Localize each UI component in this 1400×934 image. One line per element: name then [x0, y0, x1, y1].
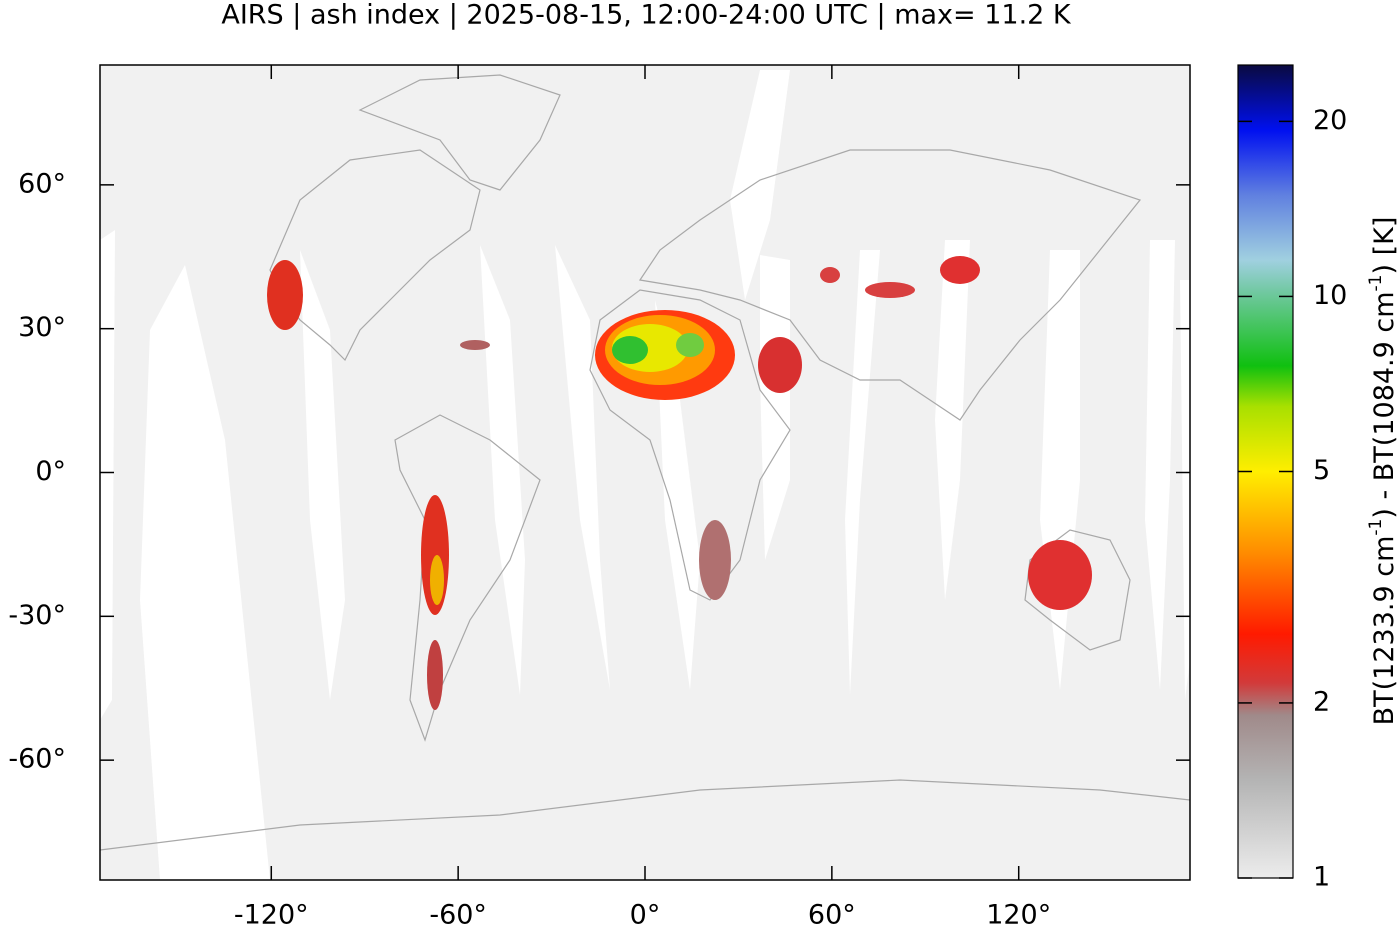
map-area [100, 65, 1190, 880]
x-tick-label: 60° [808, 900, 856, 931]
x-tick-label: 120° [986, 900, 1051, 931]
map-background [100, 65, 1190, 880]
colorbar-tick-label: 1 [1313, 862, 1330, 893]
y-tick-label: 60° [18, 168, 66, 199]
colorbar-label-part: ) [K] [1369, 217, 1400, 275]
colorbar-label-part: ) - BT(1084.9 cm [1369, 291, 1400, 518]
x-tick-label: -120° [234, 900, 309, 931]
y-tick-label: -60° [8, 744, 66, 775]
colorbar-tick-label: 5 [1313, 455, 1330, 486]
colorbar-label: BT(1233.9 cm-1) - BT(1084.9 cm-1) [K] [1366, 217, 1400, 726]
colorbar-label-sup: -1 [1366, 275, 1386, 292]
y-tick-label: -30° [8, 600, 66, 631]
y-tick-label: 0° [35, 456, 66, 487]
colorbar-tick-label: 20 [1313, 105, 1347, 136]
colorbar-tick-label: 10 [1313, 280, 1347, 311]
y-tick-label: 30° [18, 312, 66, 343]
colorbar-tick-label: 2 [1313, 686, 1330, 717]
x-tick-label: -60° [429, 900, 487, 931]
ash-index-field [267, 256, 1092, 710]
colorbar-label-sup: -1 [1366, 519, 1386, 536]
x-tick-label: 0° [630, 900, 661, 931]
chart-title: AIRS | ash index | 2025-08-15, 12:00-24:… [221, 0, 1072, 31]
colorbar-label-part: BT(1233.9 cm [1369, 536, 1400, 726]
